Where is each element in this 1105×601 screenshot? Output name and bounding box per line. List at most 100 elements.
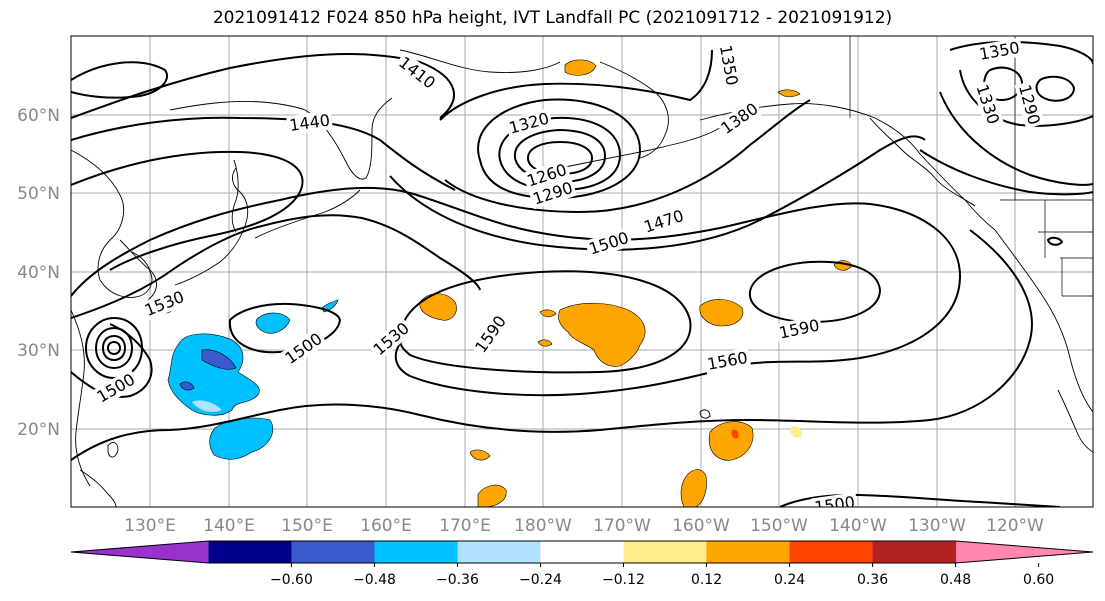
contour-1590 bbox=[398, 270, 692, 374]
contour-label-background bbox=[469, 310, 512, 358]
colorbar-tick-label: −0.60 bbox=[270, 572, 313, 588]
colorbar-band bbox=[872, 541, 957, 563]
lat-label: 30°N bbox=[17, 341, 60, 361]
blue-region-bonin bbox=[209, 417, 274, 460]
positive-pc-shading bbox=[419, 59, 853, 507]
borders bbox=[849, 36, 1093, 297]
lon-label: 150°W bbox=[750, 516, 808, 536]
colorbar-band bbox=[291, 541, 375, 563]
longitude-axis: 130°E 140°E 150°E 160°E 170°E 180°W 170°… bbox=[124, 516, 1044, 536]
colorbar: −0.60 −0.48 −0.36 −0.24 −0.12 0.12 0.24 0.36 0.4… bbox=[70, 540, 1094, 588]
contour-low-ring-3 bbox=[101, 334, 127, 362]
japan-coast bbox=[174, 167, 249, 286]
gulf-of-alaska-islands bbox=[869, 117, 976, 207]
colorbar-band bbox=[623, 541, 708, 563]
orange-region-hawaii-core bbox=[731, 429, 739, 439]
kuril-chain bbox=[254, 189, 361, 239]
lon-label: 120°W bbox=[986, 516, 1044, 536]
kamchatka-coast bbox=[304, 97, 393, 180]
lon-label: 140°E bbox=[203, 516, 255, 536]
contour-ne-outer-2 bbox=[919, 149, 1093, 196]
map-frame bbox=[70, 35, 1094, 508]
colorbar-extend-high bbox=[955, 541, 1093, 563]
contour-label-background bbox=[1014, 80, 1045, 129]
contour-label-background bbox=[775, 315, 824, 343]
orange-region-alaska bbox=[564, 59, 597, 76]
contour-label-background bbox=[715, 97, 764, 140]
blue-region-inner bbox=[201, 349, 237, 370]
bc-coast bbox=[964, 199, 996, 231]
lon-label: 160°E bbox=[360, 516, 412, 536]
contour-1500-mid bbox=[228, 302, 342, 354]
colorbar-tick-label: 0.48 bbox=[940, 572, 971, 588]
blue-region-light bbox=[192, 400, 222, 412]
contour-1590-east bbox=[748, 260, 882, 324]
contour-1350 bbox=[439, 49, 713, 121]
lon-label: 130°W bbox=[908, 516, 966, 536]
colorbar-band bbox=[208, 541, 292, 563]
contour-nw-1 bbox=[71, 61, 168, 99]
orange-region-small-1 bbox=[539, 309, 557, 318]
contour-label-background bbox=[367, 317, 415, 361]
contour-nw-2 bbox=[71, 150, 304, 271]
lat-label: 40°N bbox=[17, 263, 60, 283]
colorbar-tick-label: −0.12 bbox=[602, 572, 645, 588]
contour-label-background bbox=[504, 108, 554, 139]
orange-region-hawaii bbox=[708, 421, 754, 461]
contour-ne-small bbox=[1046, 236, 1064, 246]
contour-label-background bbox=[91, 368, 140, 408]
colorbar-band bbox=[457, 541, 541, 563]
colorbar-band bbox=[374, 541, 458, 563]
height-contours bbox=[71, 40, 1093, 507]
contour-1500-1470 bbox=[389, 135, 926, 251]
korea-coast bbox=[119, 239, 157, 301]
contour-label-background bbox=[811, 492, 859, 507]
blue-region-south-japan bbox=[167, 333, 260, 416]
contour-label-background bbox=[639, 205, 688, 238]
colorbar-tick-label: 0.24 bbox=[774, 572, 805, 588]
contour-label-background bbox=[528, 177, 577, 210]
contour-label-background bbox=[393, 51, 441, 94]
contour-label-background bbox=[279, 327, 328, 370]
colorbar-tick-label: 0.36 bbox=[857, 572, 888, 588]
lon-label: 150°E bbox=[281, 516, 333, 536]
orange-region-central bbox=[558, 302, 646, 367]
colorbar-tick-label: 0.60 bbox=[1023, 572, 1054, 588]
orange-region-small-2 bbox=[537, 339, 553, 347]
orange-region-east-central bbox=[699, 299, 744, 327]
chukotka-coast bbox=[399, 49, 561, 73]
contour-label-background bbox=[971, 80, 1004, 129]
latitude-axis: 60°N 50°N 40°N 30°N 20°N bbox=[17, 106, 60, 440]
orange-region-south-3 bbox=[469, 449, 491, 461]
contour-1320-inner-ring-1 bbox=[477, 98, 642, 200]
us-west-coast bbox=[994, 229, 1093, 413]
lon-label: 170°W bbox=[593, 516, 651, 536]
orange-region-east-2 bbox=[790, 426, 802, 438]
contour-label: 1500 bbox=[813, 493, 856, 517]
contour-label-background bbox=[522, 159, 571, 192]
negative-pc-shading bbox=[167, 299, 339, 460]
colorbar-tick-label: −0.48 bbox=[353, 572, 396, 588]
contour-1410 bbox=[71, 53, 455, 119]
figure-title: 2021091412 F024 850 hPa height, IVT Land… bbox=[212, 8, 893, 28]
contour-low-ring-1 bbox=[84, 316, 144, 380]
colorbar-band bbox=[540, 541, 625, 563]
sakhalin-coast bbox=[231, 159, 239, 233]
lat-label: 50°N bbox=[17, 184, 60, 204]
colorbar-tick-label: 0.12 bbox=[691, 572, 722, 588]
orange-region-south bbox=[680, 469, 707, 507]
lon-label: 140°W bbox=[829, 516, 887, 536]
lon-label: 170°E bbox=[439, 516, 491, 536]
contour-low-ring-4 bbox=[106, 340, 122, 356]
contour-low-ring-2 bbox=[94, 326, 134, 370]
contour-label-background bbox=[975, 37, 1024, 65]
contour-bottom-1500 bbox=[779, 493, 1061, 507]
taiwan bbox=[107, 442, 119, 458]
contour-label-background bbox=[715, 41, 743, 89]
philippines bbox=[79, 469, 117, 507]
contour-label-background bbox=[584, 227, 633, 260]
baja-coast bbox=[1057, 389, 1093, 453]
colorbar-tick-label: −0.24 bbox=[519, 572, 562, 588]
contour-label-background bbox=[286, 110, 334, 136]
